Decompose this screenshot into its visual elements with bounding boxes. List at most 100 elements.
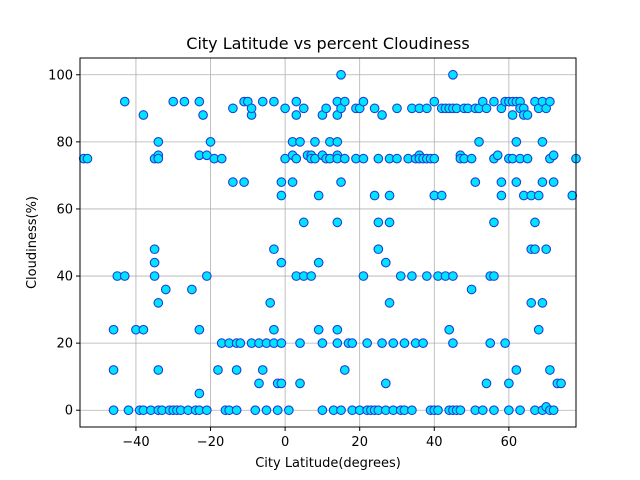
data-point — [321, 103, 331, 114]
data-point — [198, 110, 208, 120]
data-point — [436, 190, 447, 201]
data-point — [507, 110, 518, 120]
plot-frame — [79, 57, 577, 428]
data-point — [477, 405, 488, 416]
y-tick-label: 40 — [56, 270, 73, 285]
data-point — [295, 137, 305, 147]
data-point — [373, 244, 384, 255]
data-point — [537, 137, 548, 147]
data-point — [153, 298, 164, 308]
data-point — [265, 298, 276, 308]
data-point — [358, 271, 369, 281]
data-point — [369, 103, 380, 114]
x-tick-label: 60 — [501, 435, 518, 450]
y-tick-label: 80 — [56, 135, 73, 150]
x-tick-label: −40 — [122, 435, 149, 450]
data-point — [545, 365, 555, 375]
data-point — [384, 190, 395, 201]
data-point — [515, 405, 525, 416]
data-point — [306, 271, 317, 281]
data-point — [526, 298, 537, 308]
data-point — [295, 378, 305, 389]
data-point — [194, 324, 205, 335]
data-point — [541, 244, 552, 255]
data-point — [153, 137, 164, 147]
data-point — [511, 137, 522, 147]
data-point — [269, 96, 279, 107]
data-point — [194, 96, 205, 107]
data-point — [250, 405, 261, 416]
data-point — [455, 405, 466, 416]
data-point — [496, 177, 507, 187]
data-point — [257, 96, 268, 107]
data-point — [336, 405, 346, 416]
x-tick-label: 40 — [426, 435, 443, 450]
data-point — [380, 257, 391, 268]
data-point — [231, 405, 242, 416]
data-point — [448, 69, 458, 80]
data-point — [280, 103, 290, 114]
data-point — [373, 153, 384, 164]
data-point — [470, 177, 481, 187]
data-point — [392, 103, 402, 114]
data-point — [291, 110, 302, 120]
data-point — [399, 338, 410, 348]
data-point — [276, 257, 287, 268]
data-point — [421, 271, 432, 281]
data-point — [228, 103, 238, 114]
data-point — [504, 378, 514, 389]
data-point — [313, 324, 324, 335]
data-point — [295, 338, 305, 348]
data-point — [313, 257, 324, 268]
data-point — [336, 69, 346, 80]
data-point — [466, 153, 477, 164]
x-tick-label: 20 — [351, 435, 368, 450]
data-point — [291, 153, 302, 164]
data-point — [496, 190, 507, 201]
data-point — [421, 103, 432, 114]
data-point — [254, 378, 264, 389]
data-point — [246, 103, 257, 114]
data-point — [548, 405, 559, 416]
data-point — [332, 137, 343, 147]
y-tick-label: 20 — [56, 337, 73, 352]
data-point — [339, 153, 350, 164]
data-point — [522, 110, 533, 120]
data-point — [291, 96, 302, 107]
data-point — [310, 137, 320, 147]
data-point — [448, 271, 458, 281]
x-tick-label: 0 — [281, 435, 289, 450]
data-point — [261, 405, 272, 416]
data-point — [332, 324, 343, 335]
data-point — [511, 177, 522, 187]
data-point — [392, 153, 402, 164]
data-point — [358, 96, 369, 107]
data-point — [489, 271, 499, 281]
data-point — [108, 365, 119, 375]
data-point — [548, 150, 559, 161]
x-tick-label: −20 — [197, 435, 224, 450]
data-point — [489, 96, 499, 107]
data-point — [205, 137, 216, 147]
data-point — [481, 378, 492, 389]
data-point — [269, 244, 279, 255]
data-point — [339, 365, 350, 375]
data-point — [332, 338, 343, 348]
data-point — [466, 284, 477, 295]
data-point — [347, 338, 358, 348]
data-point — [201, 405, 212, 416]
data-point — [369, 190, 380, 201]
data-point — [358, 153, 369, 164]
data-point — [511, 365, 522, 375]
y-axis-label: Cloudiness(%) — [25, 196, 40, 289]
data-point — [504, 405, 514, 416]
data-point — [149, 271, 160, 281]
data-point — [287, 177, 298, 187]
data-point — [522, 153, 533, 164]
axis-ticks: −40 −20 0 20 40 60 0 20 40 60 80 100 — [48, 68, 517, 450]
data-point — [339, 96, 350, 107]
data-point — [332, 217, 343, 228]
data-point — [149, 257, 160, 268]
